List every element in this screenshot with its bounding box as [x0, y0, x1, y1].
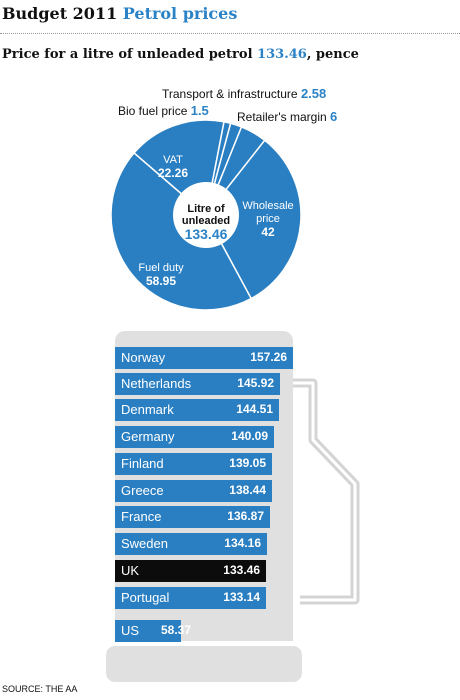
pie-slice-wholesale-price: [205, 139, 302, 300]
title-divider: [0, 33, 460, 34]
bar-label: Sweden: [121, 536, 168, 551]
bar-label: Germany: [121, 429, 175, 444]
subtitle-value: 133.46: [257, 47, 307, 62]
bar-value: 144.51: [236, 402, 273, 416]
pie-center-label: Litre of unleaded 133.46: [181, 203, 231, 242]
bar-sweden: Sweden 134.16: [115, 533, 267, 555]
pie-label-fuel-duty: Fuel duty 58.95: [138, 262, 184, 288]
bar-label: US: [121, 623, 140, 638]
bar-greece: Greece 138.44: [115, 480, 272, 502]
bar-germany: Germany 140.09: [115, 426, 274, 448]
chart-subtitle: Price for a litre of unleaded petrol 133…: [2, 47, 359, 62]
bar-france: France 136.87: [115, 506, 270, 528]
bar-value: 134.16: [224, 536, 261, 550]
bar-us: US 58.37: [115, 620, 191, 642]
pie-center-hole: [173, 182, 239, 248]
bar-denmark: Denmark 144.51: [115, 399, 279, 421]
bar-value: 133.46: [223, 563, 260, 577]
bar-value: 145.92: [237, 376, 274, 390]
subtitle-unit: , pence: [306, 47, 359, 62]
subtitle-text: Price for a litre of unleaded petrol: [2, 47, 253, 62]
title-prefix: Budget 2011: [2, 4, 118, 23]
pie-label-transport: Transport & infrastructure 2.58: [162, 86, 327, 101]
bar-label: Norway: [121, 350, 166, 365]
pie-label-vat: VAT 22.26: [157, 154, 189, 180]
bar-label: Greece: [121, 483, 164, 498]
bar-label: Netherlands: [121, 376, 192, 391]
bar-uk: UK 133.46: [115, 560, 266, 582]
source-note: SOURCE: THE AA: [2, 684, 78, 694]
pie-chart: [110, 119, 302, 311]
bar-value: 157.26: [250, 350, 287, 364]
bar-value: 136.87: [227, 509, 264, 523]
bar-label: UK: [121, 563, 140, 578]
pump-base: [106, 646, 302, 682]
bar-label: Portugal: [121, 590, 170, 605]
pie-label-wholesale: Wholesale price 42: [242, 200, 294, 239]
bar-netherlands: Netherlands 145.92: [115, 373, 280, 395]
page-title: Budget 2011 Petrol prices: [2, 4, 237, 23]
bar-norway: Norway 157.26: [115, 347, 293, 369]
pump-hose: [293, 378, 360, 605]
bar-value: 140.09: [231, 429, 268, 443]
pie-label-retailer: Retailer's margin 6: [237, 109, 338, 124]
bar-value: 139.05: [229, 456, 266, 470]
pie-label-biofuel: Bio fuel price 1.5: [118, 103, 209, 118]
bar-label: Denmark: [121, 402, 174, 417]
bar-label: France: [121, 509, 162, 524]
bar-value: 58.37: [161, 623, 192, 637]
bar-value: 138.44: [229, 483, 266, 497]
bar-value: 133.14: [223, 590, 260, 604]
bar-portugal: Portugal 133.14: [115, 587, 266, 609]
bar-label: Finland: [121, 456, 164, 471]
bar-finland: Finland 139.05: [115, 453, 272, 475]
title-suffix: Petrol prices: [122, 4, 238, 23]
